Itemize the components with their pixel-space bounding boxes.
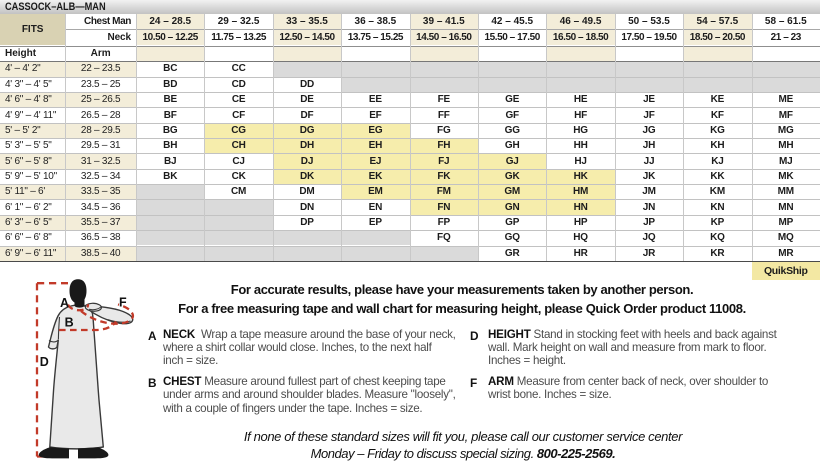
svg-text:A: A: [60, 296, 69, 310]
svg-text:D: D: [40, 355, 49, 369]
svg-text:B: B: [65, 316, 74, 330]
svg-text:F: F: [119, 296, 127, 310]
